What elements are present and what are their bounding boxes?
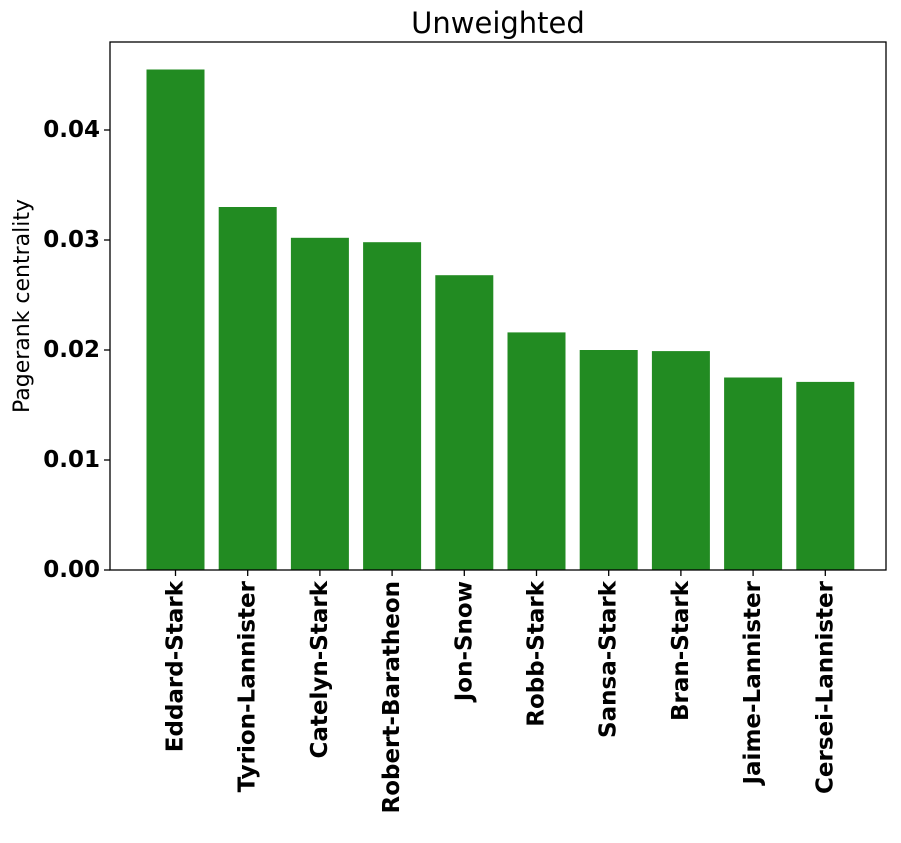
bar-catelyn-stark [290,237,349,571]
x-tick-label: Robert-Baratheon [379,581,405,814]
bar-cersei-lannister [796,381,855,570]
y-tick-label: 0.00 [43,557,100,583]
bar-jon-snow [435,275,494,570]
bars-group [146,69,855,571]
bar-sansa-stark [579,350,638,570]
bar-robert-baratheon [363,242,422,570]
x-tick-label: Catelyn-Stark [307,580,333,758]
x-tick-label: Eddard-Stark [163,580,189,752]
y-axis-label: Pagerank centrality [10,199,35,413]
y-tick-label: 0.04 [43,117,100,143]
x-tick-label: Tyrion-Lannister [235,580,261,792]
x-tick-label: Bran-Stark [668,580,694,721]
y-axis-ticks: 0.00 0.01 0.02 0.03 0.04 [43,117,110,583]
chart-title: Unweighted [411,6,585,40]
x-tick-label: Jon-Snow [451,581,477,703]
bar-robb-stark [507,332,566,570]
x-axis-ticks: Eddard-Stark Tyrion-Lannister Catelyn-Star… [163,570,838,814]
y-tick-label: 0.03 [43,227,100,253]
y-tick-label: 0.01 [43,447,100,473]
bar-tyrion-lannister [218,207,277,570]
bar-jaime-lannister [724,377,783,570]
x-tick-label: Jaime-Lannister [740,580,766,786]
bar-eddard-stark [146,69,205,570]
x-tick-label: Sansa-Stark [596,580,622,738]
y-tick-label: 0.02 [43,337,100,363]
plot-frame [109,41,887,571]
x-tick-label: Robb-Stark [524,580,550,726]
x-tick-label: Cersei-Lannister [812,580,838,794]
bar-bran-stark [651,351,710,570]
